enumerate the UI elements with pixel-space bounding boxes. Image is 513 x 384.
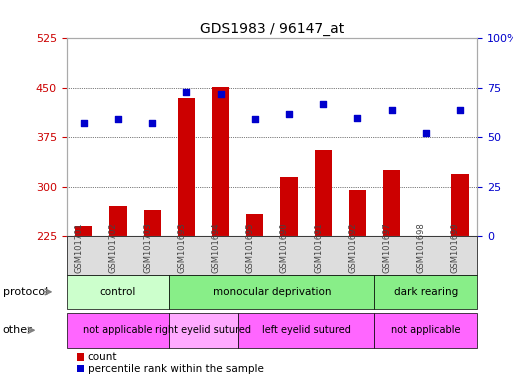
Point bbox=[114, 116, 122, 122]
Text: GSM101694: GSM101694 bbox=[211, 222, 221, 273]
Bar bbox=[178, 98, 195, 236]
Text: GSM101702: GSM101702 bbox=[109, 222, 118, 273]
Text: not applicable: not applicable bbox=[83, 325, 153, 335]
Text: count: count bbox=[88, 352, 117, 362]
Text: other: other bbox=[3, 325, 32, 335]
Point bbox=[216, 91, 225, 97]
Bar bbox=[314, 151, 332, 236]
Bar bbox=[75, 226, 92, 236]
Bar bbox=[451, 174, 468, 236]
Text: GSM101701: GSM101701 bbox=[75, 222, 84, 273]
Bar bbox=[212, 86, 229, 236]
Text: left eyelid sutured: left eyelid sutured bbox=[262, 325, 350, 335]
Bar bbox=[246, 214, 263, 236]
Point bbox=[353, 114, 362, 121]
Point bbox=[251, 116, 259, 122]
Point bbox=[456, 106, 464, 113]
Bar bbox=[281, 177, 298, 236]
Text: monocular deprivation: monocular deprivation bbox=[213, 287, 331, 297]
Bar bbox=[417, 236, 435, 238]
Text: protocol: protocol bbox=[3, 287, 48, 297]
Text: GSM101691: GSM101691 bbox=[314, 222, 323, 273]
Title: GDS1983 / 96147_at: GDS1983 / 96147_at bbox=[200, 22, 344, 36]
Bar bbox=[109, 207, 127, 236]
Text: control: control bbox=[100, 287, 136, 297]
Text: percentile rank within the sample: percentile rank within the sample bbox=[88, 364, 264, 374]
Bar bbox=[383, 170, 400, 236]
Text: GSM101703: GSM101703 bbox=[143, 222, 152, 273]
Bar bbox=[144, 210, 161, 236]
Text: dark rearing: dark rearing bbox=[393, 287, 458, 297]
Text: not applicable: not applicable bbox=[391, 325, 461, 335]
Text: GSM101699: GSM101699 bbox=[451, 222, 460, 273]
Point bbox=[422, 130, 430, 136]
Text: GSM101693: GSM101693 bbox=[177, 222, 186, 273]
Point bbox=[285, 111, 293, 117]
Point bbox=[148, 120, 156, 126]
Point bbox=[182, 89, 190, 95]
Point bbox=[387, 106, 396, 113]
Text: GSM101698: GSM101698 bbox=[417, 222, 426, 273]
Point bbox=[80, 120, 88, 126]
Text: GSM101697: GSM101697 bbox=[383, 222, 391, 273]
Text: GSM101690: GSM101690 bbox=[280, 222, 289, 273]
Text: GSM101692: GSM101692 bbox=[348, 222, 358, 273]
Text: GSM101695: GSM101695 bbox=[246, 222, 255, 273]
Point bbox=[319, 101, 327, 107]
Bar bbox=[349, 190, 366, 236]
Text: right eyelid sutured: right eyelid sutured bbox=[155, 325, 251, 335]
